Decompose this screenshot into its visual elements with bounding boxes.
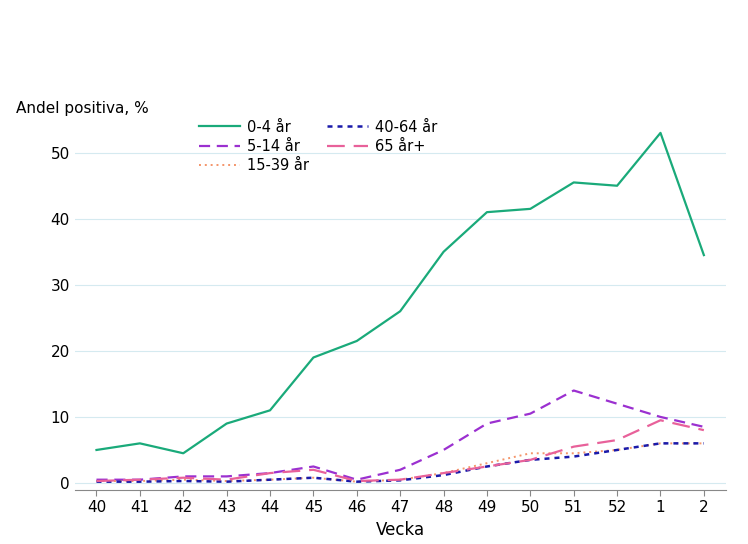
Legend: 0-4 år, 5-14 år, 15-39 år, 40-64 år, 65 år+: 0-4 år, 5-14 år, 15-39 år, 40-64 år, 65 … [199, 120, 438, 174]
Text: Andel positiva, %: Andel positiva, % [16, 101, 149, 116]
X-axis label: Vecka: Vecka [375, 521, 425, 539]
